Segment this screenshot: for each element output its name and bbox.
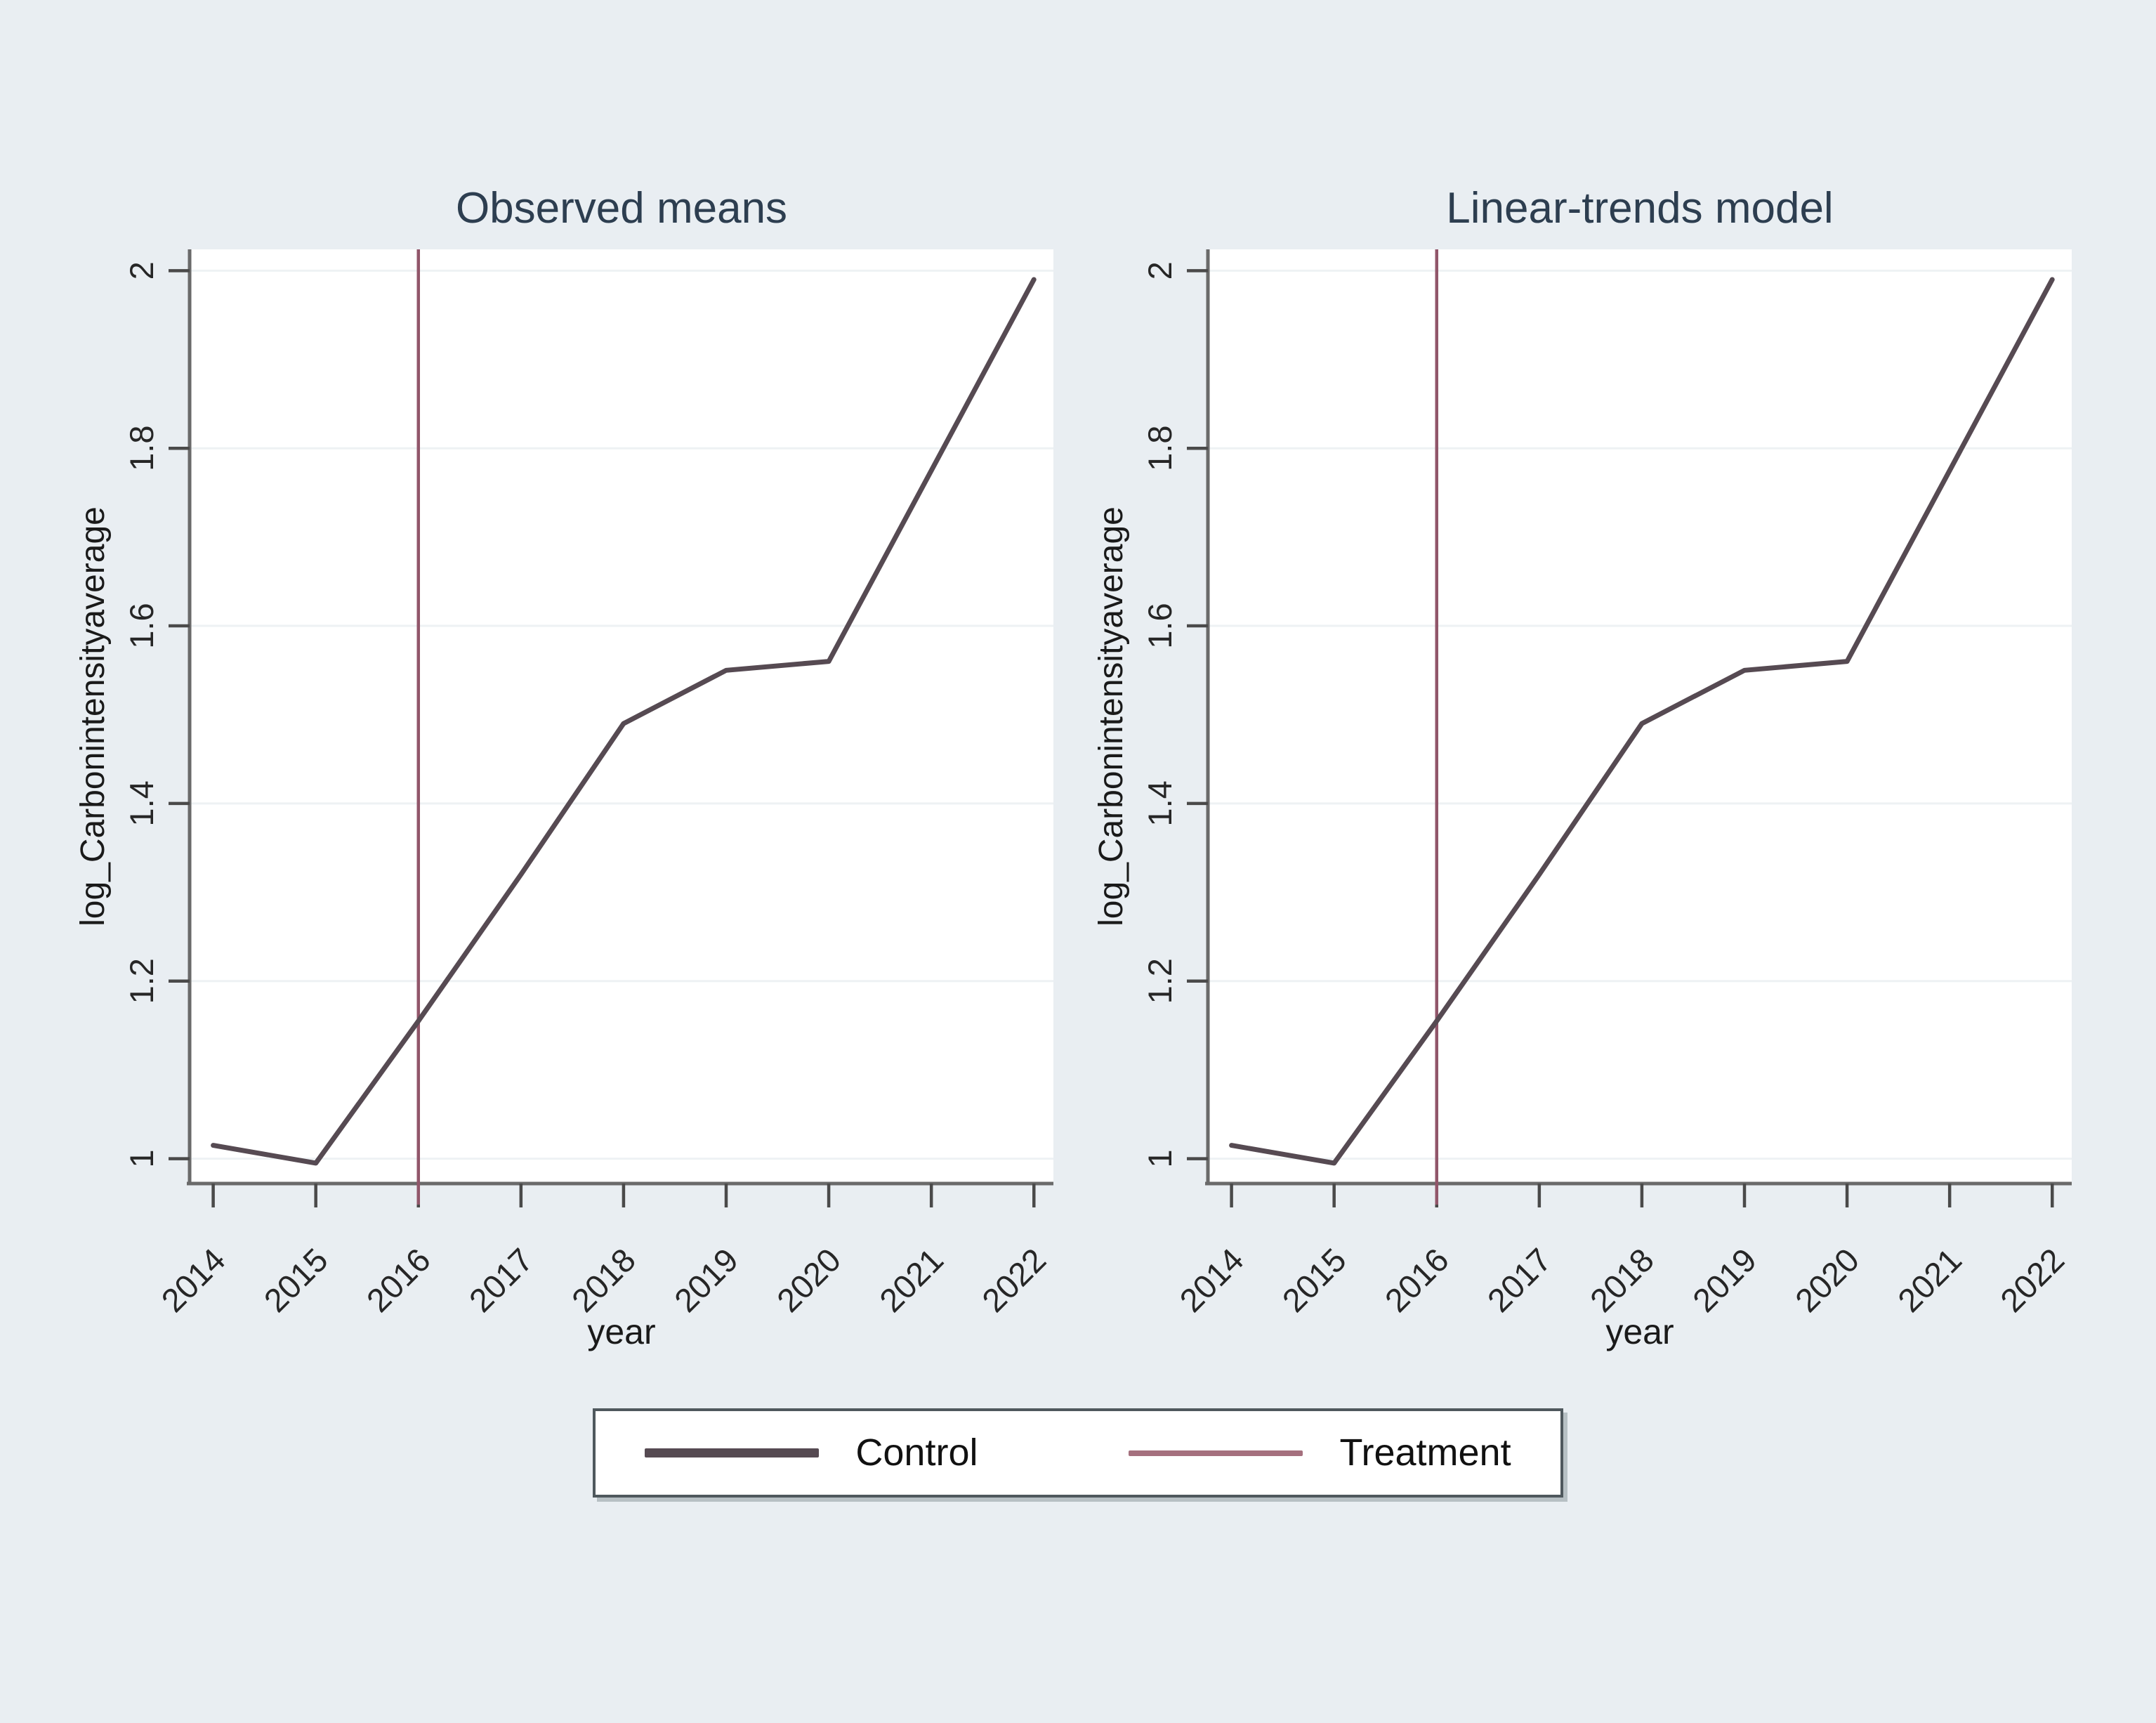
legend-row: Control Treatment (0, 1408, 2156, 1498)
x-axis-title: year (587, 1312, 655, 1351)
x-tick-label: 2019 (1685, 1241, 1763, 1319)
x-tick-label: 2014 (154, 1241, 232, 1319)
x-tick-label: 2017 (461, 1241, 539, 1319)
x-tick-label: 2016 (1377, 1241, 1455, 1319)
x-axis-title: year (1605, 1312, 1674, 1351)
x-tick-label: 2020 (770, 1241, 848, 1319)
did-trends-figure: Observed means 1 1.2 1.4 1.6 1.8 2 2014 2015 2016… (0, 144, 2156, 1723)
plot-area (190, 249, 1053, 1184)
observed-means-chart: Observed means 1 1.2 1.4 1.6 1.8 2 2014 2015 2016… (74, 184, 1053, 1351)
panel-title: Linear-trends model (1446, 184, 1833, 232)
x-tick-label: 2014 (1172, 1241, 1250, 1319)
y-axis-title: log_Carbonintensityaverage (74, 506, 112, 926)
x-tick-label: 2020 (1788, 1241, 1866, 1319)
x-tick-label: 2019 (667, 1241, 745, 1319)
y-tick-label: 1.6 (123, 603, 160, 648)
y-tick-label: 1.8 (1141, 426, 1178, 471)
panels-row: Observed means 1 1.2 1.4 1.6 1.8 2 2014 2015 2016… (0, 144, 2156, 1405)
x-tick-label: 2018 (565, 1241, 643, 1319)
linear-trends-model-chart: Linear-trends model 1 1.2 1.4 1.6 1.8 2 2014 201… (1093, 184, 2072, 1351)
control-series-line (1229, 277, 2055, 1166)
y-tick-label: 1.8 (123, 426, 160, 471)
y-tick-label: 1.2 (123, 958, 160, 1004)
y-axis-title: log_Carbonintensityaverage (1093, 506, 1130, 926)
legend-label-control: Control (855, 1432, 978, 1474)
panel-title: Observed means (456, 184, 787, 232)
x-tick-label: 2021 (872, 1241, 950, 1319)
y-tick-label: 1.6 (1141, 603, 1178, 648)
legend-label-treatment: Treatment (1339, 1432, 1511, 1474)
legend: Control Treatment (593, 1408, 1563, 1498)
x-tick-label: 2018 (1583, 1241, 1661, 1319)
y-tick-label: 1.4 (123, 780, 160, 826)
y-tick-label: 2 (123, 261, 160, 280)
legend-item-treatment: Treatment (1129, 1432, 1511, 1474)
x-tick-label: 2016 (359, 1241, 437, 1319)
x-tick-label: 2015 (256, 1241, 334, 1319)
plot-area (1208, 249, 2072, 1184)
x-tick-label: 2022 (1993, 1241, 2071, 1319)
y-tick-label: 1 (1141, 1150, 1178, 1168)
y-tick-label: 1.2 (1141, 958, 1178, 1004)
x-tick-label: 2021 (1891, 1241, 1968, 1319)
x-tick-label: 2015 (1275, 1241, 1353, 1319)
y-tick-label: 2 (1141, 261, 1178, 280)
treatment-line-sample (1129, 1450, 1303, 1456)
x-tick-label: 2022 (975, 1241, 1053, 1319)
control-line-sample (645, 1448, 820, 1458)
x-tick-label: 2017 (1480, 1241, 1558, 1319)
y-tick-label: 1 (123, 1150, 160, 1168)
legend-item-control: Control (645, 1432, 978, 1474)
control-series-line (211, 277, 1037, 1166)
y-tick-label: 1.4 (1141, 780, 1178, 826)
